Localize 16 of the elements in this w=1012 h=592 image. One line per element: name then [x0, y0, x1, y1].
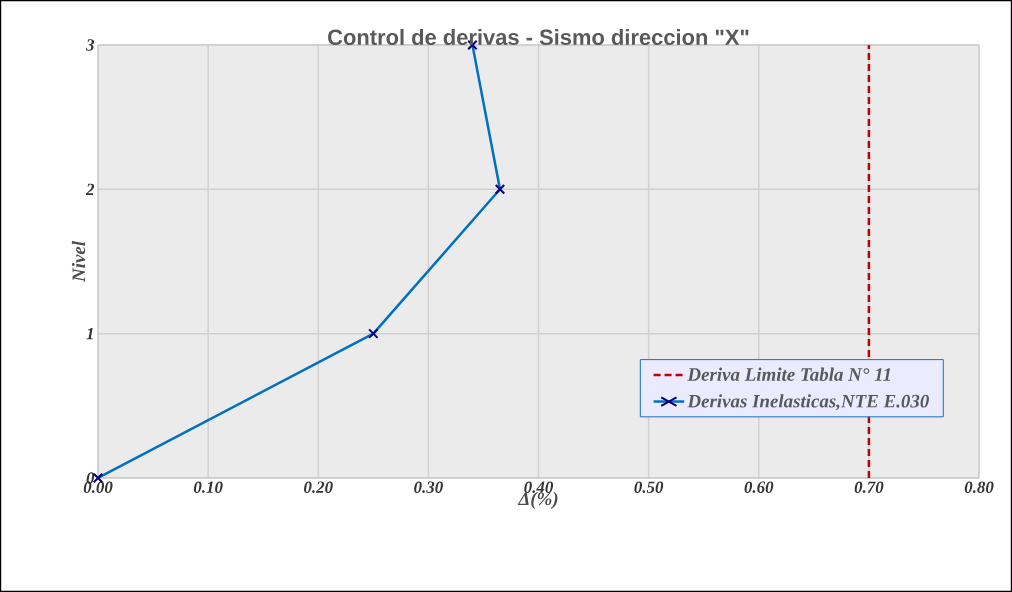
- y-tick-label: 1: [86, 328, 93, 340]
- x-tick-label: 0.20: [304, 481, 333, 493]
- x-tick-label: 0.70: [854, 481, 884, 493]
- ref-line-label: Deriva Limite Tabla N° 11: [687, 367, 891, 381]
- x-tick-label: 0.40: [524, 481, 554, 493]
- legend-label: Derivas Inelasticas,NTE E.030: [687, 394, 929, 411]
- x-tick-label: 0.10: [193, 481, 223, 493]
- chart-title: Control de derivas - Sismo direccion "X": [328, 28, 749, 46]
- y-tick-label: 3: [85, 39, 95, 51]
- x-tick-label: 0.50: [634, 481, 664, 493]
- x-tick-label: 0.60: [744, 481, 774, 493]
- y-tick-label: 2: [85, 183, 95, 195]
- x-axis-title: Δ(%): [517, 491, 558, 509]
- x-tick-label: 0.80: [964, 481, 994, 493]
- x-tick-label: 0.30: [414, 481, 443, 493]
- y-axis-title: Nivel: [71, 240, 86, 283]
